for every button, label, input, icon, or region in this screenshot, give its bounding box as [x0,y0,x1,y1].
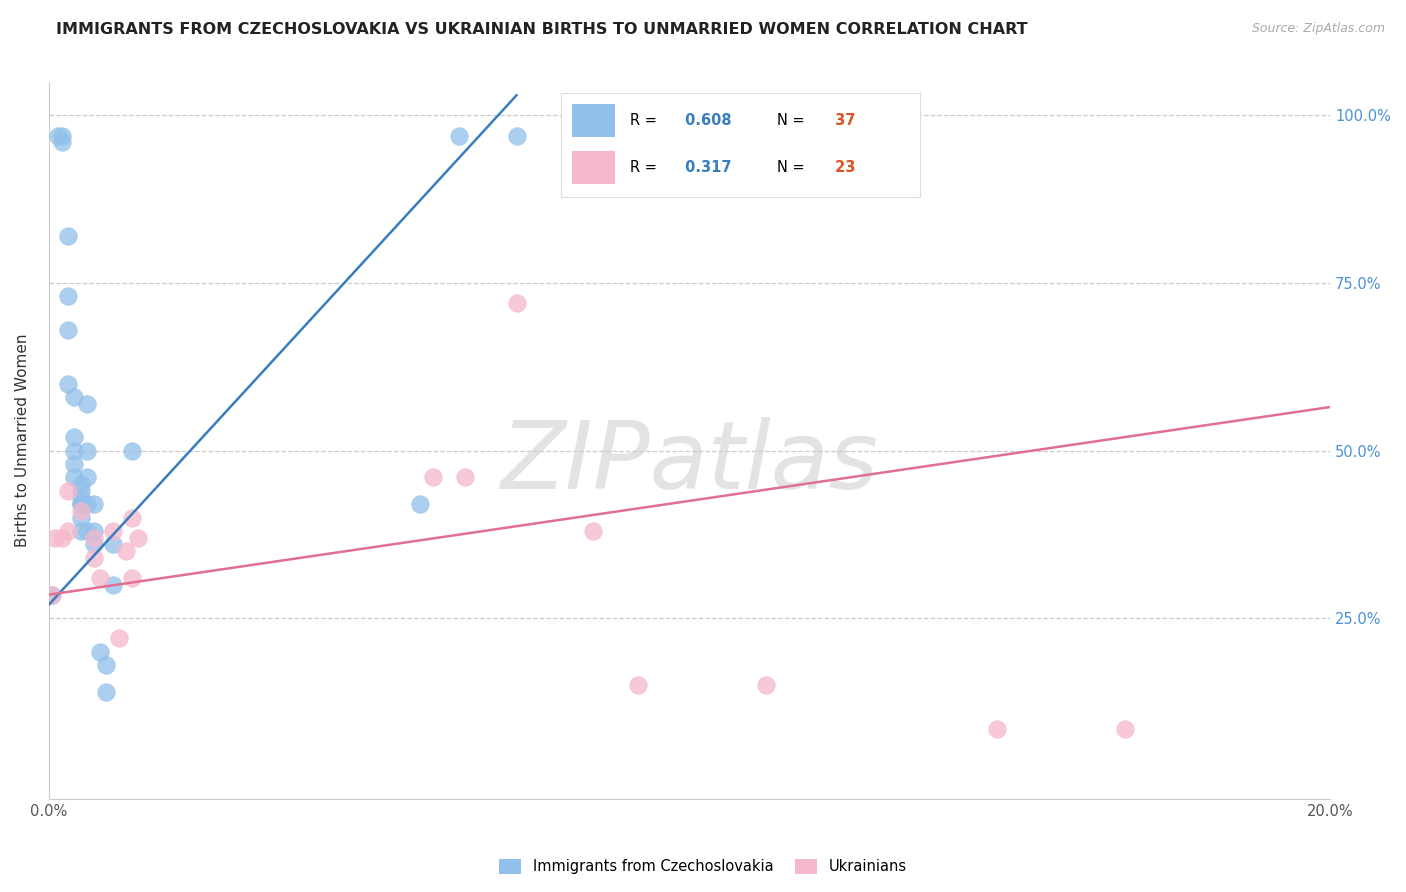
Point [1114,722,1136,736]
Point [76,470,98,484]
Point [83,497,105,511]
Point [51,135,73,149]
Point [409,497,432,511]
Point [89,571,111,585]
Point [582,524,605,538]
Legend: Immigrants from Czechoslovakia, Ukrainians: Immigrants from Czechoslovakia, Ukrainia… [494,853,912,880]
Point [454,470,477,484]
Point [48,128,70,143]
Point [505,128,527,143]
Point [76,397,98,411]
Text: ZIPatlas: ZIPatlas [501,417,879,508]
Point [69,510,91,524]
Point [89,645,111,659]
Point [96,685,118,699]
Point [69,483,91,498]
Point [56,229,79,244]
Point [56,376,79,391]
Point [51,128,73,143]
Point [76,443,98,458]
Point [505,296,527,310]
Point [63,390,86,404]
Point [101,524,124,538]
Point [56,289,79,303]
Point [41,588,63,602]
Point [755,678,778,692]
Point [69,504,91,518]
Point [56,524,79,538]
Point [56,323,79,337]
Point [121,571,143,585]
Point [101,537,124,551]
Y-axis label: Births to Unmarried Women: Births to Unmarried Women [15,334,30,548]
Text: Source: ZipAtlas.com: Source: ZipAtlas.com [1251,22,1385,36]
Point [83,537,105,551]
Point [51,531,73,545]
Point [83,531,105,545]
Point [121,443,143,458]
Point [76,497,98,511]
Point [83,550,105,565]
Point [69,477,91,491]
Point [69,497,91,511]
Point [121,510,143,524]
Point [63,430,86,444]
Point [63,470,86,484]
Point [108,632,131,646]
Point [41,588,63,602]
Point [69,497,91,511]
Point [69,491,91,505]
Point [69,524,91,538]
Point [76,524,98,538]
Point [422,470,444,484]
Text: IMMIGRANTS FROM CZECHOSLOVAKIA VS UKRAINIAN BIRTHS TO UNMARRIED WOMEN CORRELATIO: IMMIGRANTS FROM CZECHOSLOVAKIA VS UKRAIN… [56,22,1028,37]
Point [986,722,1008,736]
Point [447,128,470,143]
Point [101,577,124,591]
Point [83,524,105,538]
Point [56,483,79,498]
Point [63,443,86,458]
Point [96,658,118,673]
Point [627,678,650,692]
Point [114,544,136,558]
Point [63,457,86,471]
Point [127,531,149,545]
Point [44,531,66,545]
